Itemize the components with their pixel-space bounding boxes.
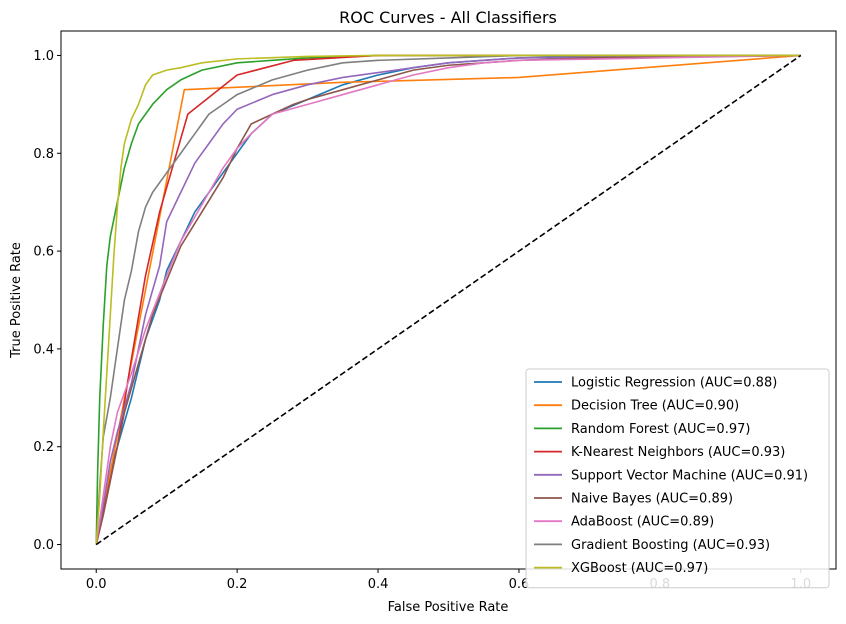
legend-label: Logistic Regression (AUC=0.88): [571, 376, 777, 391]
legend-label: K-Nearest Neighbors (AUC=0.93): [571, 445, 785, 460]
legend-label: Naive Bayes (AUC=0.89): [571, 492, 733, 507]
series-layer: [95, 54, 802, 546]
y-tick-label: 0.2: [33, 440, 54, 455]
y-tick-label: 0.6: [33, 245, 54, 260]
plot-frame: [60, 30, 837, 570]
x-axis-label: False Positive Rate: [388, 600, 509, 615]
y-tick-label: 0.0: [33, 538, 54, 553]
diagonal-reference-line: [95, 54, 802, 546]
legend-box: [525, 368, 830, 589]
legend-label: Gradient Boosting (AUC=0.93): [571, 538, 770, 553]
chart-title: ROC Curves - All Classifiers: [339, 8, 557, 27]
series-line-4: [95, 54, 801, 545]
series-line-6: [95, 54, 801, 545]
y-tick-label: 0.4: [33, 342, 54, 357]
legend: Logistic Regression (AUC=0.88) Decision T…: [525, 368, 830, 589]
y-axis-label: True Positive Rate: [9, 242, 24, 359]
legend-label: Random Forest (AUC=0.97): [571, 422, 750, 437]
series-line-2: [95, 54, 801, 545]
x-tick-label: 0.2: [227, 577, 248, 592]
y-axis: 0.0 0.2 0.4 0.6 0.8 1.0: [33, 49, 61, 553]
plot-area: [95, 54, 802, 546]
legend-label: AdaBoost (AUC=0.89): [571, 515, 714, 530]
x-tick-label: 0.4: [368, 577, 389, 592]
x-tick-label: 0.0: [86, 577, 107, 592]
legend-label: XGBoost (AUC=0.97): [571, 561, 708, 576]
series-line-5: [95, 54, 801, 545]
y-tick-label: 1.0: [33, 49, 54, 64]
x-tick-label: 0.6: [509, 577, 530, 592]
series-line-1: [95, 54, 801, 545]
series-line-7: [95, 54, 801, 545]
legend-label: Decision Tree (AUC=0.90): [571, 399, 739, 414]
legend-label: Support Vector Machine (AUC=0.91): [571, 468, 808, 483]
series-line-8: [95, 54, 801, 545]
y-tick-label: 0.8: [33, 147, 54, 162]
